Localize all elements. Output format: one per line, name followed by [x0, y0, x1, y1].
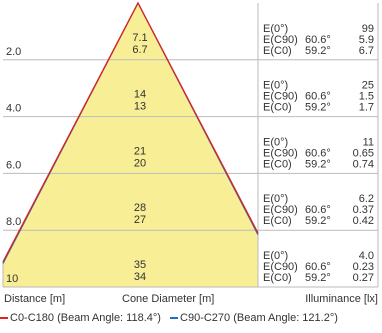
- illuminance-c0-value: 0.74: [353, 158, 374, 170]
- legend-label-c90: C90-C270 (Beam Angle: 121.2°): [180, 312, 338, 324]
- illuminance-c90-label: E(C90): [263, 91, 298, 103]
- distance-label: 10: [6, 273, 18, 285]
- illuminance-c0-angle: 59.2°: [305, 272, 331, 284]
- illuminance-c0-angle: 59.2°: [305, 215, 331, 227]
- illuminance-c0-label: E(C0): [263, 102, 292, 114]
- illuminance-c90-angle: 60.6°: [305, 34, 331, 46]
- cone-diameter-c0-value: 20: [134, 157, 146, 169]
- illuminance-c0-angle: 59.2°: [305, 102, 331, 114]
- illuminance-c90-label: E(C90): [263, 147, 298, 159]
- illuminance-e0-label: E(0°): [263, 193, 288, 205]
- illuminance-c90-label: E(C90): [263, 34, 298, 46]
- cone-diameter-c90-value: 21: [134, 145, 146, 157]
- illuminance-e0-value: 25: [362, 80, 374, 92]
- legend-item-c90: C90-C270 (Beam Angle: 121.2°): [170, 312, 338, 324]
- legend-label-c0: C0-C180 (Beam Angle: 118.4°): [10, 312, 161, 324]
- cone-diameter-c0-value: 34: [134, 271, 146, 283]
- illuminance-c90-value: 1.5: [359, 91, 374, 103]
- distance-label: 6.0: [6, 159, 21, 171]
- legend-swatch-c0: [0, 317, 8, 320]
- illuminance-c90-value: 5.9: [359, 34, 374, 46]
- cone-diameter-c90-value: 7.1: [132, 32, 147, 44]
- illuminance-c0-label: E(C0): [263, 272, 292, 284]
- cone-diameter-c90-value: 35: [134, 259, 146, 271]
- cone-diameter-c0-value: 27: [134, 214, 146, 226]
- cone-diameter-c0-value: 13: [134, 101, 146, 113]
- cone-diameter-axis-label: Cone Diameter [m]: [122, 293, 215, 305]
- distance-label: 4.0: [6, 103, 21, 115]
- beam-line-c0: [2, 1, 259, 263]
- cone-fill: [3, 3, 258, 287]
- illuminance-c0-angle: 59.2°: [305, 158, 331, 170]
- illuminance-c0-label: E(C0): [263, 215, 292, 227]
- illuminance-axis-label: Illuminance [lx]: [305, 293, 378, 305]
- illuminance-e0-label: E(0°): [263, 136, 288, 148]
- distance-label: 8.0: [6, 216, 21, 228]
- illuminance-c90-angle: 60.6°: [305, 91, 331, 103]
- illuminance-c90-label: E(C90): [263, 204, 298, 216]
- illuminance-c0-label: E(C0): [263, 158, 292, 170]
- illuminance-c90-angle: 60.6°: [305, 147, 331, 159]
- distance-label: 2.0: [6, 46, 21, 58]
- illuminance-c0-value: 0.27: [353, 272, 374, 284]
- illuminance-c0-angle: 59.2°: [305, 45, 331, 57]
- illuminance-c0-value: 1.7: [359, 102, 374, 114]
- cone-diameter-c90-value: 28: [134, 202, 146, 214]
- illuminance-c90-value: 0.23: [353, 261, 374, 273]
- legend: C0-C180 (Beam Angle: 118.4°) C90-C270 (B…: [0, 312, 344, 324]
- illuminance-c0-value: 0.42: [353, 215, 374, 227]
- illuminance-c90-angle: 60.6°: [305, 204, 331, 216]
- illuminance-e0-label: E(0°): [263, 80, 288, 92]
- cone-diameter-c90-value: 14: [134, 89, 146, 101]
- illuminance-c0-value: 6.7: [359, 45, 374, 57]
- table-background: [258, 3, 378, 287]
- distance-axis-label: Distance [m]: [4, 293, 66, 305]
- illuminance-e0-value: 6.2: [359, 193, 374, 205]
- legend-swatch-c90: [170, 317, 179, 320]
- illuminance-e0-label: E(0°): [263, 250, 288, 262]
- illuminance-e0-value: 99: [362, 23, 374, 35]
- illuminance-c90-value: 0.37: [353, 204, 374, 216]
- illuminance-e0-value: 11: [363, 136, 374, 148]
- illuminance-c90-label: E(C90): [263, 261, 298, 273]
- illuminance-c0-label: E(C0): [263, 45, 292, 57]
- cone-diameter-c0-value: 6.7: [132, 44, 147, 56]
- illuminance-c90-angle: 60.6°: [305, 261, 331, 273]
- illuminance-e0-label: E(0°): [263, 23, 288, 35]
- legend-item-c0: C0-C180 (Beam Angle: 118.4°): [0, 312, 161, 324]
- illuminance-e0-value: 4.0: [359, 250, 374, 262]
- illuminance-c90-value: 0.65: [353, 147, 374, 159]
